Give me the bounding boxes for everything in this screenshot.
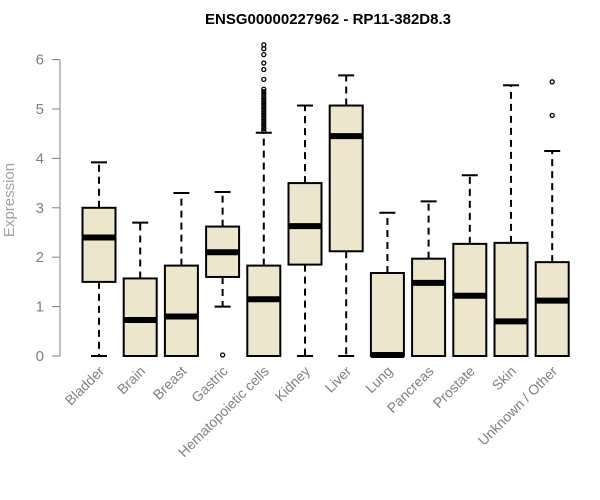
iqr-box xyxy=(534,261,570,358)
outlier-point xyxy=(261,121,267,127)
outlier-point xyxy=(261,86,267,92)
outlier-point xyxy=(261,111,267,117)
outlier-point xyxy=(261,113,267,120)
box-pancreas xyxy=(411,200,447,358)
box-gastric xyxy=(205,190,241,358)
y-tick-label: 1 xyxy=(36,299,44,316)
box-liver xyxy=(328,74,364,357)
box-lung xyxy=(369,211,405,359)
outlier-point xyxy=(549,112,555,119)
outlier-point xyxy=(549,79,555,85)
box-prostate xyxy=(452,174,488,357)
outlier-point xyxy=(261,101,267,107)
outlier-point xyxy=(261,106,267,112)
outlier-point xyxy=(261,66,267,73)
iqr-box xyxy=(369,272,405,357)
y-tick-label: 2 xyxy=(36,249,44,266)
outlier-point xyxy=(261,108,267,115)
outlier-point xyxy=(261,98,267,105)
boxplot-series xyxy=(81,42,570,359)
box-unknown-other xyxy=(534,79,570,358)
box-brain xyxy=(122,221,158,357)
iqr-box xyxy=(328,104,364,253)
outlier-point xyxy=(261,96,267,102)
outlier-point xyxy=(261,118,267,124)
iqr-box xyxy=(81,206,117,283)
x-category-label: Breast xyxy=(150,363,190,403)
y-tick-label: 6 xyxy=(36,52,44,69)
outlier-point xyxy=(261,91,267,97)
iqr-box xyxy=(411,257,447,358)
x-category-label: Brain xyxy=(114,363,148,397)
x-category-label: Skin xyxy=(489,363,520,394)
y-axis: 0 1 2 3 4 5 6 xyxy=(36,52,61,365)
iqr-box xyxy=(493,241,529,357)
y-tick-label: 4 xyxy=(36,150,44,167)
outlier-point xyxy=(261,116,267,122)
x-category-label: Bladder xyxy=(62,363,108,409)
outlier-point xyxy=(261,126,267,132)
outlier-point xyxy=(261,76,267,83)
outlier-point xyxy=(261,94,267,100)
iqr-box xyxy=(246,264,282,357)
box-skin xyxy=(493,84,529,357)
chart-title: ENSG00000227962 - RP11-382D8.3 xyxy=(205,11,451,28)
box-bladder xyxy=(81,161,117,357)
x-category-label: Liver xyxy=(322,363,355,396)
y-tick-label: 3 xyxy=(36,200,44,217)
outlier-point xyxy=(261,128,267,134)
y-tick-label: 0 xyxy=(36,348,44,365)
y-tick-label: 5 xyxy=(36,101,44,118)
box-breast xyxy=(163,191,199,357)
y-axis-label: Expression xyxy=(1,163,18,237)
iqr-box xyxy=(452,242,488,357)
outlier-point xyxy=(261,123,267,129)
x-category-label: Kidney xyxy=(272,363,314,405)
iqr-box xyxy=(163,264,199,357)
box-hematopoietic-cells xyxy=(246,42,282,357)
box-kidney xyxy=(287,104,323,357)
outlier-point xyxy=(261,52,267,58)
x-category-label: Prostate xyxy=(430,363,478,411)
outlier-point xyxy=(261,89,267,95)
outlier-point xyxy=(261,42,267,48)
x-category-label: Lung xyxy=(362,363,395,396)
outlier-point xyxy=(219,352,226,358)
outlier-point xyxy=(261,60,267,66)
outlier-point xyxy=(261,103,267,110)
